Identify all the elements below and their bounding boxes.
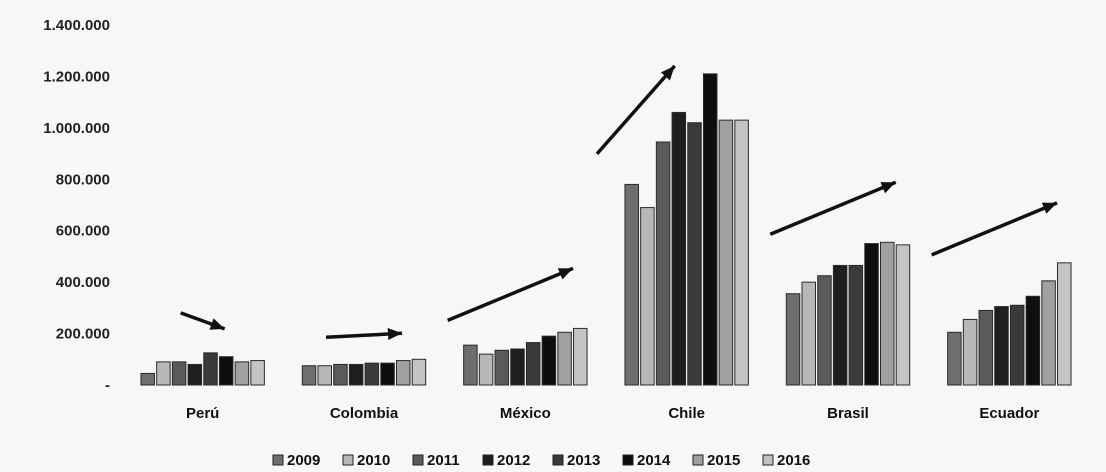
legend-swatch-2014 bbox=[622, 454, 634, 466]
category-labels-group: Perú Colombia México Chile Brasil Ecuador bbox=[186, 405, 1040, 422]
y-tick-label: 600.000 bbox=[56, 223, 110, 240]
trend-arrow-head-Perú bbox=[209, 318, 225, 330]
bar-2015-México bbox=[557, 331, 572, 386]
legend: 2009 2010 2011 2012 2013 2014 2015 2016 bbox=[272, 452, 810, 469]
legend-label: 2011 bbox=[427, 452, 460, 469]
bar-2013-Colombia bbox=[364, 362, 380, 386]
bar-2012-Perú bbox=[187, 363, 203, 386]
bar-2011-Perú bbox=[171, 361, 187, 386]
bar-2016-Colombia bbox=[411, 358, 427, 386]
bar-2009-Ecuador bbox=[947, 331, 962, 386]
bar-2014-Chile bbox=[702, 73, 718, 386]
bar-2011-México bbox=[494, 349, 510, 386]
legend-label: 2014 bbox=[637, 452, 671, 469]
bar-2016-Chile bbox=[734, 119, 749, 386]
y-axis: 1.400.000 1.200.000 1.000.000 800.000 600.00… bbox=[43, 17, 110, 394]
category-label: Chile bbox=[668, 405, 705, 422]
trend-arrow-Brasil bbox=[769, 180, 897, 236]
legend-swatch-2009 bbox=[272, 454, 284, 466]
bar-2011-Colombia bbox=[333, 363, 348, 386]
bar-2010-Perú bbox=[156, 361, 171, 386]
trend-arrow-head-Ecuador bbox=[1041, 202, 1058, 214]
bar-2012-Colombia bbox=[348, 363, 364, 386]
legend-label: 2012 bbox=[497, 452, 530, 469]
trend-arrow-Chile bbox=[595, 64, 676, 156]
legend-swatch-2012 bbox=[482, 454, 494, 466]
bar-2013-Chile bbox=[687, 122, 702, 386]
trend-arrow-head-Colombia bbox=[387, 328, 402, 341]
bar-2014-Ecuador bbox=[1025, 295, 1041, 386]
bar-2010-Chile bbox=[640, 207, 655, 386]
bar-2013-Ecuador bbox=[1009, 304, 1025, 386]
bar-2010-México bbox=[478, 353, 494, 386]
bar-2014-Brasil bbox=[864, 243, 879, 386]
category-label: México bbox=[500, 405, 551, 422]
bar-2016-Perú bbox=[250, 360, 265, 386]
bar-2016-México bbox=[573, 327, 588, 386]
legend-label: 2010 bbox=[357, 452, 390, 469]
trend-arrows-group bbox=[180, 64, 1058, 341]
legend-label: 2009 bbox=[287, 452, 320, 469]
bar-2014-Colombia bbox=[380, 362, 395, 386]
category-label: Ecuador bbox=[979, 405, 1039, 422]
bars-group bbox=[140, 73, 1072, 386]
bar-2009-Perú bbox=[140, 372, 155, 386]
bar-2012-Brasil bbox=[832, 264, 848, 386]
bar-2016-Ecuador bbox=[1057, 262, 1072, 386]
trend-arrow-Ecuador bbox=[930, 201, 1058, 257]
category-label: Colombia bbox=[330, 405, 399, 422]
bar-2013-México bbox=[525, 342, 541, 386]
y-tick-label: 1.400.000 bbox=[43, 17, 110, 34]
legend-swatch-2011 bbox=[412, 454, 424, 466]
legend-swatch-2015 bbox=[692, 454, 704, 466]
legend-label: 2013 bbox=[567, 452, 600, 469]
category-label: Perú bbox=[186, 405, 219, 422]
bar-2010-Colombia bbox=[317, 365, 332, 386]
bar-2011-Brasil bbox=[817, 275, 832, 386]
bar-2013-Brasil bbox=[848, 264, 864, 386]
y-tick-label: - bbox=[105, 377, 110, 394]
bar-2015-Brasil bbox=[880, 241, 895, 386]
y-tick-label: 1.200.000 bbox=[43, 68, 110, 85]
bar-2015-Perú bbox=[234, 361, 250, 386]
trend-arrow-head-Brasil bbox=[880, 182, 896, 194]
bar-2009-Brasil bbox=[785, 293, 801, 386]
y-tick-label: 1.000.000 bbox=[43, 120, 110, 137]
bar-2012-México bbox=[510, 348, 525, 386]
bar-2013-Perú bbox=[203, 352, 218, 386]
bar-2015-Chile bbox=[718, 119, 734, 386]
bar-2014-Perú bbox=[218, 356, 234, 386]
y-tick-label: 200.000 bbox=[56, 326, 110, 343]
trend-arrow-head-Chile bbox=[660, 65, 675, 81]
bar-2009-México bbox=[463, 344, 478, 386]
bar-2012-Chile bbox=[671, 111, 687, 386]
legend-swatch-2013 bbox=[552, 454, 564, 466]
trend-arrow-head-México bbox=[557, 268, 574, 280]
bar-2009-Chile bbox=[624, 183, 639, 386]
bar-2015-Ecuador bbox=[1041, 280, 1056, 386]
bar-2009-Colombia bbox=[301, 365, 317, 386]
bar-2010-Brasil bbox=[801, 281, 816, 386]
bar-2015-Colombia bbox=[396, 360, 411, 386]
legend-label: 2015 bbox=[707, 452, 740, 469]
y-tick-label: 800.000 bbox=[56, 171, 110, 188]
bar-2014-México bbox=[541, 335, 557, 386]
trend-arrow-México bbox=[446, 266, 574, 323]
legend-swatch-2016 bbox=[762, 454, 774, 466]
category-label: Brasil bbox=[827, 405, 869, 422]
bar-2016-Brasil bbox=[895, 244, 911, 386]
y-tick-label: 400.000 bbox=[56, 274, 110, 291]
bar-2010-Ecuador bbox=[962, 318, 978, 386]
bar-2011-Ecuador bbox=[978, 309, 994, 386]
bar-2011-Chile bbox=[655, 141, 671, 386]
legend-label: 2016 bbox=[777, 452, 810, 469]
legend-swatch-2010 bbox=[342, 454, 354, 466]
bar-2012-Ecuador bbox=[994, 306, 1009, 386]
